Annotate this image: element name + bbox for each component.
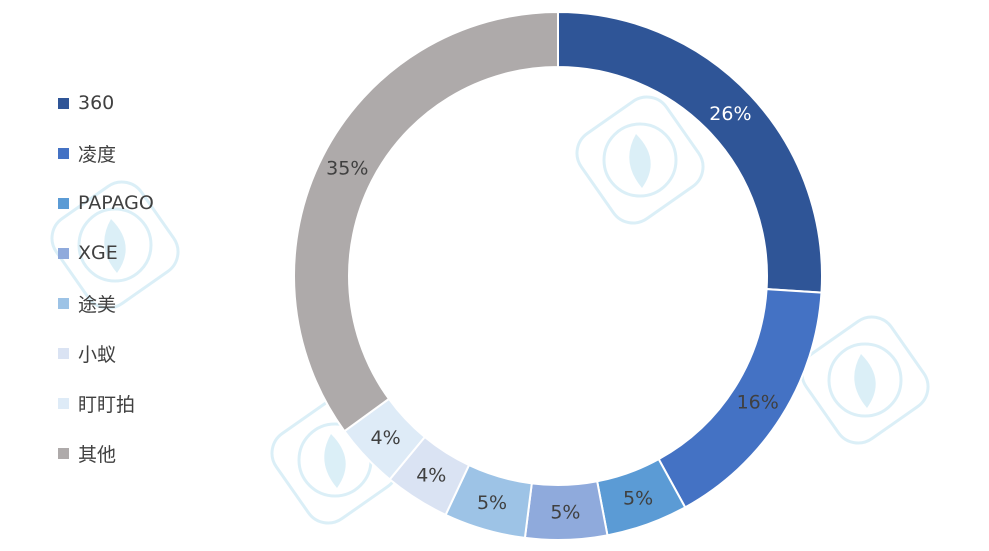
watermark-logo-icon — [800, 315, 930, 445]
data-label: 35% — [326, 158, 368, 180]
watermark-logo-icon — [270, 395, 400, 525]
legend-label: PAPAGO — [78, 192, 154, 214]
data-label: 5% — [477, 492, 507, 514]
legend-swatch — [58, 347, 69, 359]
legend-item: 途美 — [58, 278, 154, 328]
legend-swatch — [58, 147, 69, 159]
data-label: 5% — [550, 501, 580, 523]
legend-swatch — [58, 97, 69, 109]
legend-label: 小蚁 — [78, 343, 117, 366]
data-label: 5% — [623, 488, 653, 510]
legend-item: 小蚁 — [58, 328, 154, 378]
legend-item: 盯盯拍 — [58, 378, 154, 428]
legend: 360 凌度 PAPAGO XGE 途美 小蚁 盯盯拍 其他 — [58, 78, 154, 478]
legend-item: 360 — [58, 78, 154, 128]
legend-swatch — [58, 447, 69, 459]
legend-label: 盯盯拍 — [78, 393, 136, 416]
legend-swatch — [58, 197, 69, 209]
watermark-logo-icon — [50, 180, 180, 310]
legend-label: 凌度 — [78, 143, 117, 166]
data-label: 4% — [416, 465, 446, 487]
legend-swatch — [58, 397, 69, 409]
legend-item: PAPAGO — [58, 178, 154, 228]
legend-item: XGE — [58, 228, 154, 278]
data-label: 16% — [737, 392, 779, 414]
watermark-logo-icon — [575, 95, 705, 225]
data-label: 26% — [709, 103, 751, 125]
legend-swatch — [58, 297, 69, 309]
legend-label: XGE — [78, 242, 118, 264]
legend-label: 其他 — [78, 443, 117, 466]
donut-segment — [557, 10, 823, 294]
data-label: 4% — [371, 427, 401, 449]
legend-swatch — [58, 247, 69, 259]
legend-label: 360 — [78, 92, 115, 114]
legend-label: 途美 — [78, 293, 117, 316]
donut-segment — [293, 10, 559, 433]
legend-item: 凌度 — [58, 128, 154, 178]
legend-item: 其他 — [58, 428, 154, 478]
